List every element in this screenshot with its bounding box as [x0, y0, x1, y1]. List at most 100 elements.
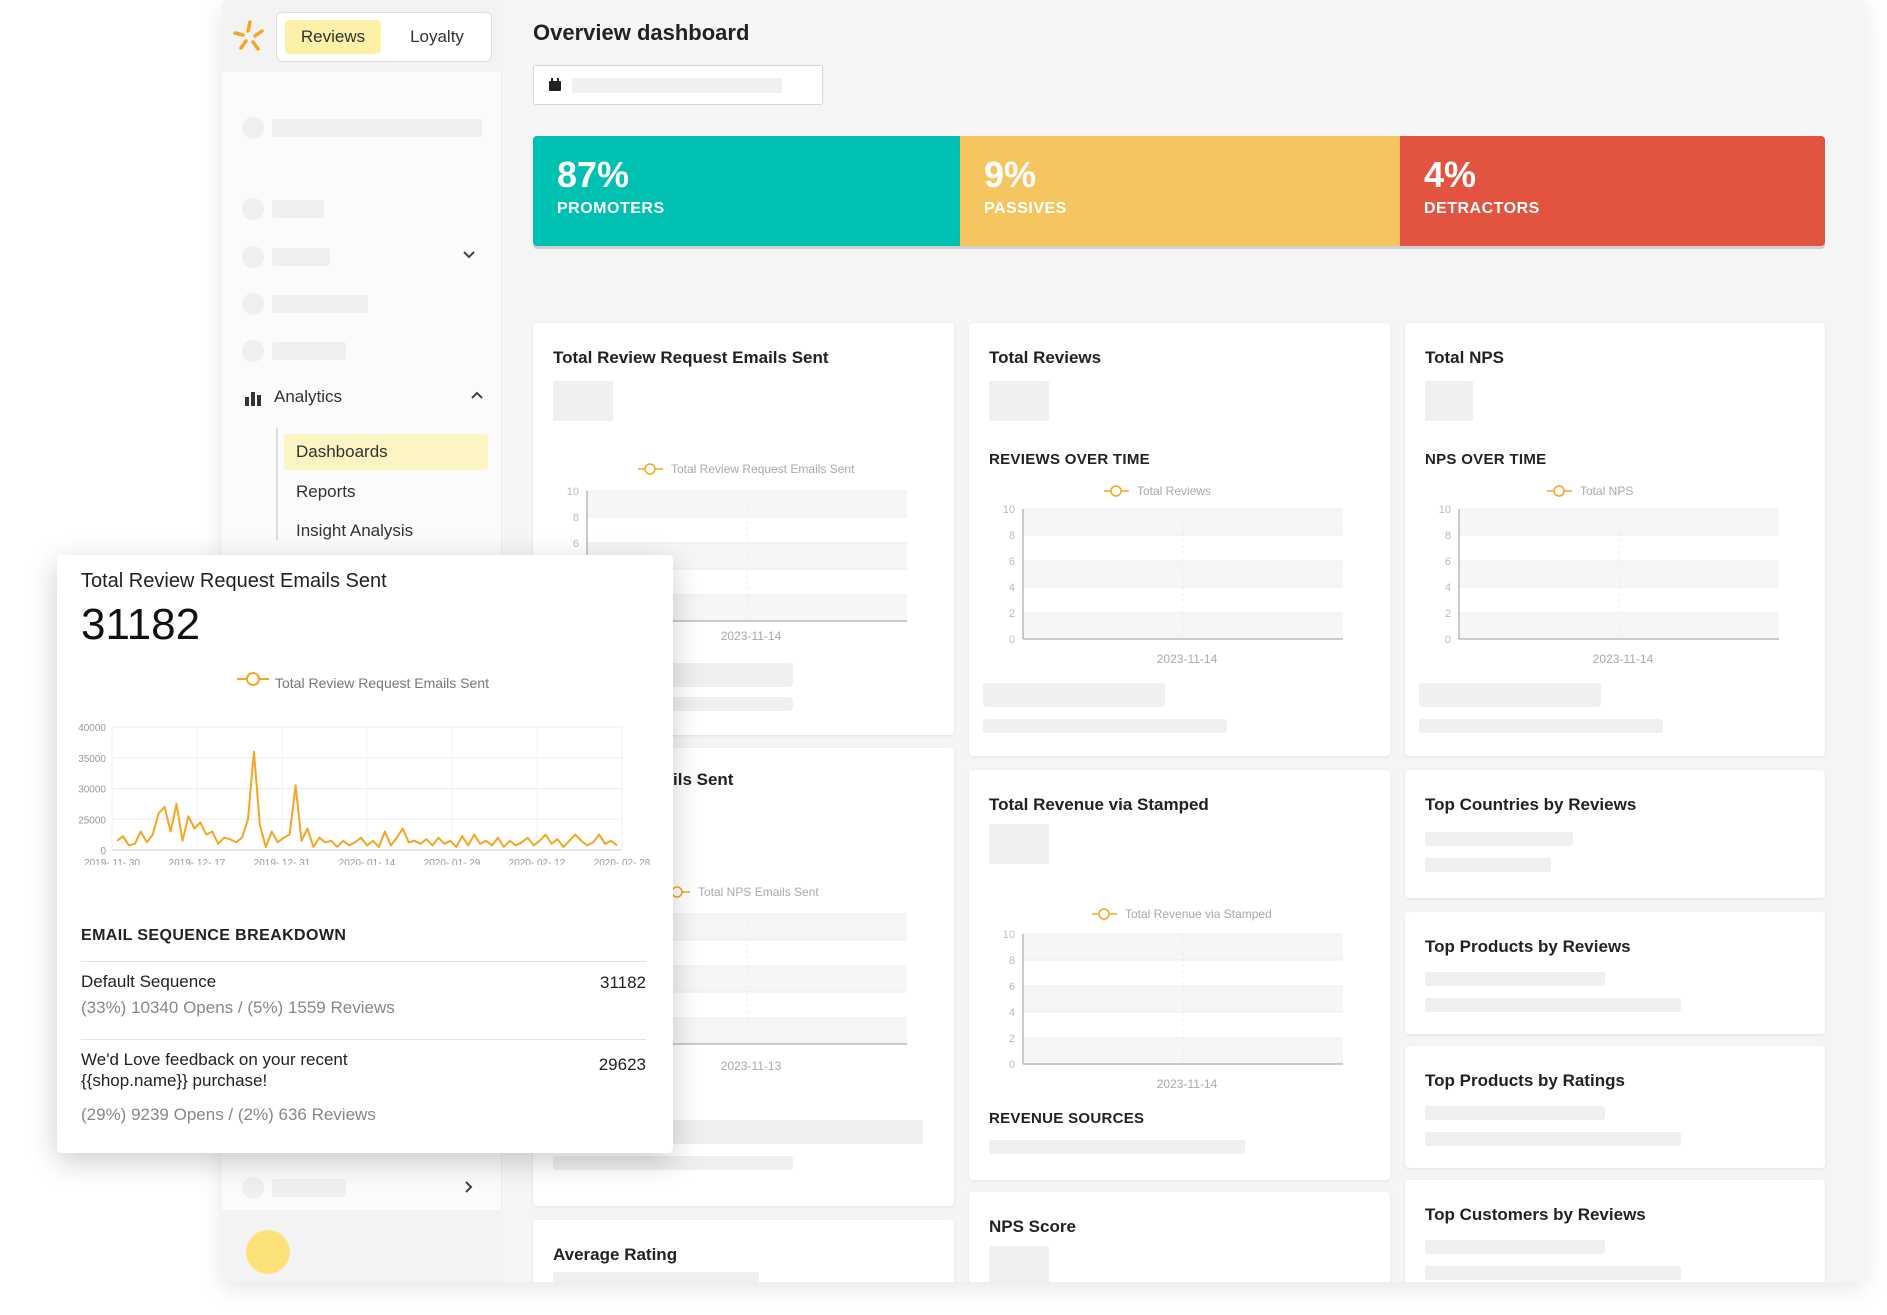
y-tick-label: 4 [1445, 582, 1451, 594]
y-tick-label: 4 [1009, 582, 1015, 594]
y-tick-label: 10 [1003, 929, 1015, 941]
nav-placeholder[interactable] [272, 200, 324, 218]
sequence-count: 31182 [599, 973, 646, 992]
sidebar-item-insight-analysis[interactable]: Insight Analysis [296, 521, 414, 540]
legend-marker-icon [1110, 485, 1122, 497]
chart-legend: Total Reviews [1137, 484, 1211, 498]
x-tick-label: 2020- 02- 12 [509, 858, 566, 865]
nav-placeholder[interactable] [272, 295, 368, 313]
section-title: EMAIL SEQUENCE BREAKDOWN [81, 927, 347, 944]
nav-placeholder[interactable] [272, 248, 330, 266]
card-title: Top Products by Reviews [1425, 937, 1631, 956]
nav-placeholder-icon [242, 293, 264, 315]
promoters-percent: 87% [557, 154, 630, 195]
metric-placeholder [1425, 381, 1473, 421]
y-tick-label: 2 [1009, 608, 1015, 620]
passives-label: PASSIVES [984, 200, 1067, 217]
x-tick-label: 2020- 01- 14 [339, 858, 396, 865]
nav-placeholder[interactable] [272, 1179, 346, 1197]
divider [81, 1039, 646, 1040]
card-title: NPS Score [989, 1217, 1076, 1236]
x-tick-label: 2023-11-13 [721, 1059, 782, 1073]
card-top-products-reviews: Top Products by Reviews [1405, 912, 1825, 1034]
avatar[interactable] [246, 1230, 290, 1274]
y-tick-label: 30000 [78, 785, 106, 796]
y-tick-label: 10 [1003, 504, 1015, 516]
y-tick-label: 0 [1445, 634, 1451, 646]
x-tick-label: 2023-11-14 [1157, 1077, 1218, 1091]
product-switch: Reviews Loyalty [276, 12, 492, 62]
y-tick-label: 40000 [78, 723, 106, 734]
sidebar-item-dashboards[interactable]: Dashboards [284, 434, 488, 470]
detail-card-title: Total Review Request Emails Sent [81, 570, 387, 592]
nps-breakdown-bar: 87% PROMOTERS 9% PASSIVES 4% DETRACTORS [533, 136, 1825, 246]
y-tick-label: 8 [1009, 955, 1015, 967]
nav-placeholder-icon [242, 198, 264, 220]
subnav-divider [276, 428, 278, 540]
date-range-picker[interactable] [533, 65, 823, 105]
y-tick-label: 0 [100, 846, 106, 857]
divider [81, 961, 646, 962]
x-tick-label: 2023-11-14 [1593, 652, 1654, 666]
nav-placeholder-icon [242, 1177, 264, 1199]
chart-legend: Total Review Request Emails Sent [275, 675, 489, 691]
detractors-percent: 4% [1424, 154, 1477, 195]
content-placeholder [553, 1272, 759, 1282]
content-placeholder [983, 719, 1227, 733]
y-tick-label: 6 [1009, 981, 1015, 993]
y-tick-label: 0 [1009, 1059, 1015, 1071]
date-range-placeholder [572, 78, 782, 93]
emails-sent-total: 31182 [81, 600, 201, 649]
x-tick-label: 2020- 02- 28 [594, 858, 651, 865]
legend-marker-icon [671, 886, 683, 898]
card-average-rating: Average Rating [533, 1220, 954, 1282]
sidebar-item-analytics[interactable]: Analytics [244, 384, 484, 414]
card-title: Total Reviews [989, 348, 1102, 367]
metric-placeholder [989, 824, 1049, 864]
y-tick-label: 2 [1009, 1033, 1015, 1045]
nav-placeholder-icon [242, 340, 264, 362]
nps-passives: 9% PASSIVES [960, 136, 1400, 246]
nps-detractors: 4% DETRACTORS [1400, 136, 1825, 246]
tab-reviews[interactable]: Reviews [285, 20, 381, 54]
chevron-down-icon[interactable] [462, 248, 476, 262]
sequence-stats: (33%) 10340 Opens / (5%) 1559 Reviews [81, 998, 395, 1017]
promoters-label: PROMOTERS [557, 200, 665, 217]
nav-placeholder[interactable] [272, 119, 482, 137]
card-total-revenue: Total Revenue via Stamped Total Revenue … [969, 770, 1390, 1180]
detractors-label: DETRACTORS [1424, 200, 1540, 217]
y-tick-label: 8 [573, 512, 579, 524]
content-placeholder [553, 1156, 793, 1170]
y-tick-label: 6 [1445, 556, 1451, 568]
sequence-count: 29623 [598, 1055, 646, 1074]
y-tick-label: 8 [1445, 530, 1451, 542]
content-placeholder [1425, 1240, 1605, 1254]
card-title: Average Rating [553, 1245, 678, 1264]
revenue-mini-chart: Total Revenue via Stamped 10 8 6 4 2 0 2023-1… [1003, 907, 1343, 1091]
y-tick-label: 10 [1439, 504, 1451, 516]
card-top-customers: Top Customers by Reviews [1405, 1180, 1825, 1282]
card-title: Total NPS [1425, 348, 1505, 367]
nav-placeholder-icon [242, 246, 264, 268]
y-tick-label: 6 [573, 538, 579, 550]
content-placeholder [1425, 1132, 1681, 1146]
series-line-emails-sent [116, 750, 618, 848]
sidebar-item-reports[interactable]: Reports [296, 482, 356, 501]
content-placeholder [983, 683, 1165, 707]
legend-marker-icon [1098, 908, 1110, 920]
y-tick-label: 2 [1445, 608, 1451, 620]
tab-loyalty[interactable]: Loyalty [410, 27, 464, 46]
x-tick-label: 2019- 12- 17 [169, 858, 226, 865]
chart-legend: Total Revenue via Stamped [1125, 907, 1272, 921]
bar-chart-icon [245, 392, 261, 406]
content-placeholder [1425, 972, 1605, 986]
card-subtitle: REVIEWS OVER TIME [989, 451, 1150, 468]
nav-placeholder[interactable] [272, 342, 346, 360]
chevron-right-icon[interactable] [462, 1180, 476, 1194]
metric-placeholder [553, 381, 613, 421]
page-title: Overview dashboard [533, 20, 750, 45]
y-tick-label: 25000 [78, 815, 106, 826]
chevron-up-icon[interactable] [470, 388, 484, 402]
card-subtitle: REVENUE SOURCES [989, 1110, 1145, 1127]
chart-legend: Total Review Request Emails Sent [671, 462, 855, 476]
